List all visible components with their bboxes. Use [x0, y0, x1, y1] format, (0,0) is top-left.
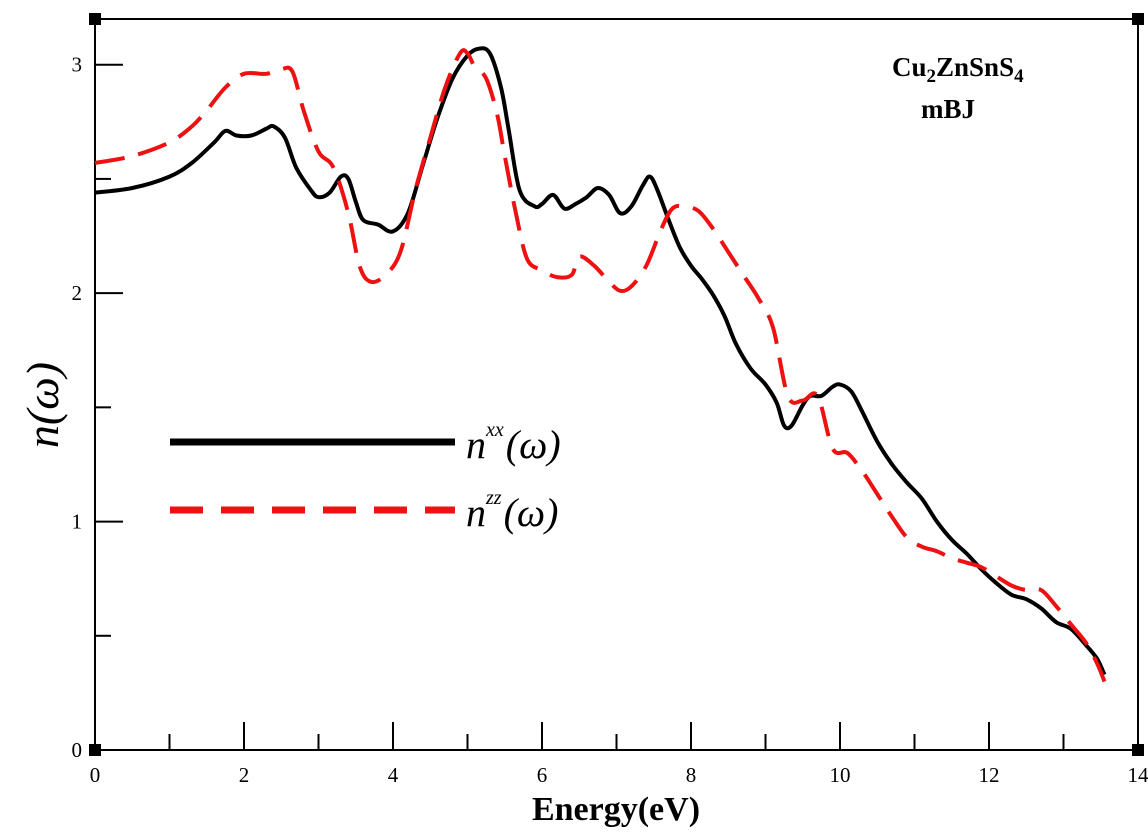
- axis-ticks: [95, 63, 1065, 750]
- corner-markers: [89, 13, 1144, 756]
- legend-nzz-sup: zz: [485, 487, 502, 509]
- x-tick-label: 8: [686, 763, 697, 787]
- material-mid: ZnSnS: [936, 52, 1014, 82]
- corner-marker: [1132, 13, 1144, 25]
- method-annotation: mBJ: [921, 94, 975, 124]
- material-subscript-1: 2: [927, 66, 937, 87]
- legend-nzz-tail: (ω): [504, 490, 559, 535]
- corner-marker: [1132, 744, 1144, 756]
- material-base: Cu: [892, 52, 927, 82]
- x-tick-label: 10: [830, 763, 851, 787]
- legend-nxx-base: n: [466, 422, 486, 467]
- material-subscript-2: 4: [1014, 66, 1024, 87]
- x-tick-label: 14: [1128, 763, 1148, 787]
- legend: nxx(ω) nzz(ω): [170, 419, 561, 535]
- series-layer: [94, 46, 1107, 683]
- series-line-nzz: [94, 48, 1107, 683]
- y-axis-title: n(ω): [17, 362, 68, 448]
- x-tick-label: 2: [239, 763, 250, 787]
- corner-marker: [89, 744, 101, 756]
- y-tick-label: 2: [72, 281, 83, 305]
- y-tick-label: 0: [72, 738, 83, 762]
- x-axis-title: Energy(eV): [532, 791, 700, 828]
- legend-nxx-tail: (ω): [506, 422, 561, 467]
- corner-marker: [89, 13, 101, 25]
- plot-frame: [94, 18, 1139, 751]
- x-tick-label: 6: [537, 763, 548, 787]
- legend-label-nzz: nzz(ω): [466, 487, 558, 535]
- x-tick-label: 4: [388, 763, 399, 787]
- legend-label-nxx: nxx(ω): [466, 419, 561, 467]
- material-annotation: Cu2ZnSnS4: [892, 52, 1024, 87]
- y-tick-label: 1: [72, 510, 83, 534]
- x-tick-label: 12: [979, 763, 1000, 787]
- x-tick-label: 0: [90, 763, 101, 787]
- y-tick-label: 3: [72, 53, 83, 77]
- legend-nzz-base: n: [466, 490, 486, 535]
- series-line-nxx: [94, 46, 1107, 676]
- legend-nxx-sup: xx: [485, 419, 504, 441]
